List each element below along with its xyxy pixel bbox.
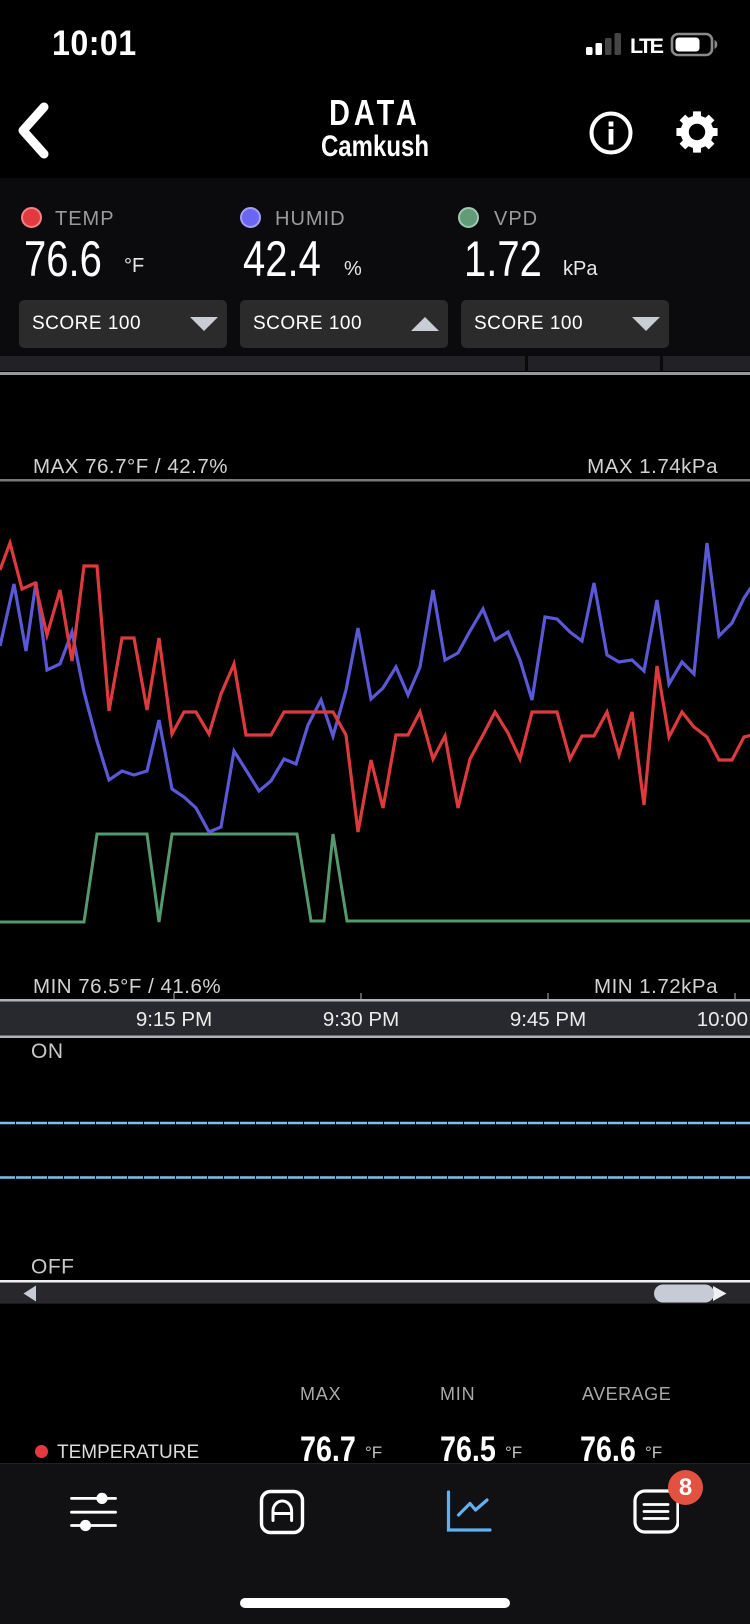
svg-text:ON: ON (31, 1040, 64, 1063)
svg-text:10:00: 10:00 (697, 1008, 748, 1031)
svg-text:MAX 76.7°F / 42.7%: MAX 76.7°F / 42.7% (33, 455, 228, 478)
svg-text:OFF: OFF (31, 1256, 75, 1279)
svg-text:MIN 76.5°F / 41.6%: MIN 76.5°F / 41.6% (33, 975, 221, 998)
svg-text:MAX 1.74kPa: MAX 1.74kPa (587, 455, 718, 478)
svg-text:9:45 PM: 9:45 PM (510, 1008, 586, 1031)
svg-text:9:30 PM: 9:30 PM (323, 1008, 399, 1031)
svg-text:MIN 1.72kPa: MIN 1.72kPa (594, 975, 718, 998)
svg-text:LTE: LTE (630, 34, 664, 58)
svg-text:9:15 PM: 9:15 PM (136, 1008, 212, 1031)
